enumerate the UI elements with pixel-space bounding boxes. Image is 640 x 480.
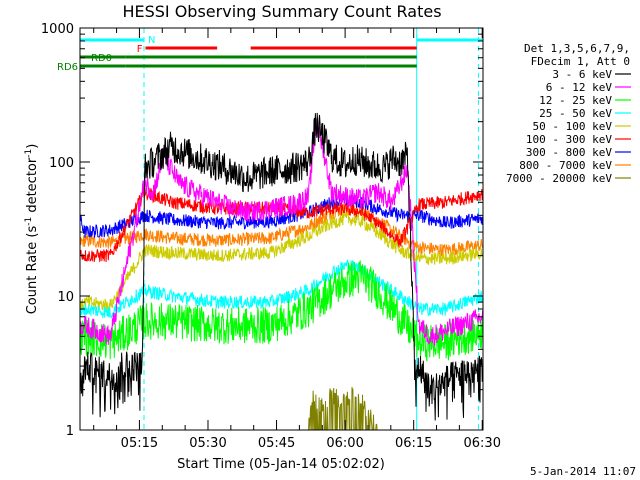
y-axis-label-exp1: -1	[24, 217, 34, 226]
x-axis-label: Start Time (05-Jan-14 05:02:02)	[177, 457, 385, 472]
chart-title: HESSI Observing Summary Count Rates	[122, 2, 441, 21]
plot-frame	[79, 27, 484, 431]
flag-label: RD6	[57, 62, 78, 73]
series-trace	[79, 118, 484, 347]
x-tick-label: 06:00	[326, 436, 363, 451]
series-trace	[79, 202, 484, 257]
legend-header-line: Det 1,3,5,6,7,9,	[524, 42, 630, 55]
flag-bars	[80, 38, 483, 68]
axes: 1 10 100 1000 05:15 05:30 05:45 06:00 06:15 06:30	[41, 22, 501, 451]
legend-entry-label: 7000 - 20000 keV	[506, 172, 612, 185]
y-tick-label: 100	[49, 156, 74, 171]
series-line	[79, 202, 484, 257]
series-line	[79, 259, 484, 319]
series-trace	[79, 193, 484, 238]
y-axis-label: Count Rate (s-1 detector-1)	[24, 144, 40, 315]
y-tick-label: 10	[57, 290, 74, 305]
flag-label: F	[137, 44, 143, 55]
legend-entry-label: 100 - 300 keV	[526, 133, 612, 146]
y-axis-label-mid: detector	[25, 157, 40, 217]
legend-header-line: FDecim 1, Att 0	[531, 55, 630, 68]
legend-entry-label: 3 - 6 keV	[552, 68, 612, 81]
series-trace	[79, 112, 484, 421]
series-line	[79, 211, 484, 314]
series-trace	[79, 259, 484, 319]
legend-entry-label: 12 - 25 keV	[539, 94, 612, 107]
legend-entry-label: 300 - 800 keV	[526, 146, 612, 159]
flag-label: RD0	[91, 53, 112, 64]
plot-area	[79, 28, 484, 431]
legend-entry-label: 800 - 7000 keV	[519, 159, 612, 172]
y-axis-label-end: )	[25, 144, 40, 149]
x-tick-label: 05:45	[258, 436, 295, 451]
series-trace	[79, 211, 484, 314]
x-tick-label: 05:15	[121, 436, 158, 451]
flag-label: N	[148, 35, 155, 46]
flag-labels: NF RD0 RD6	[57, 35, 155, 73]
y-axis-label-main: Count Rate (s	[25, 226, 40, 315]
x-tick-label: 05:30	[189, 436, 226, 451]
series-line	[79, 260, 484, 362]
legend-entry-label: 25 - 50 keV	[539, 107, 612, 120]
legend-entry-label: 6 - 12 keV	[546, 81, 613, 94]
series-line	[79, 112, 484, 421]
timestamp: 5-Jan-2014 11:07	[530, 465, 636, 478]
series-line	[79, 118, 484, 347]
series-trace	[79, 260, 484, 362]
x-tick-label: 06:30	[464, 436, 501, 451]
legend: Det 1,3,5,6,7,9,FDecim 1, Att 03 - 6 keV…	[506, 42, 631, 185]
y-tick-label: 1000	[41, 22, 74, 37]
x-tick-label: 06:15	[395, 436, 432, 451]
y-axis-label-exp2: -1	[24, 149, 34, 158]
legend-entry-label: 50 - 100 keV	[533, 120, 613, 133]
y-tick-label: 1	[66, 424, 74, 439]
series-line	[79, 193, 484, 238]
